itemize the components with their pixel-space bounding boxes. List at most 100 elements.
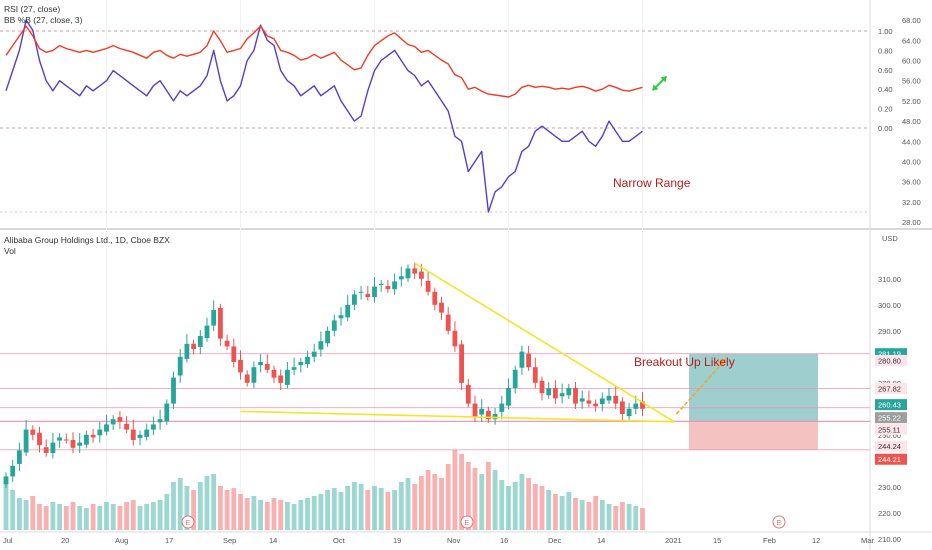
breakout-annotation[interactable]: Breakout Up Likely [634, 355, 735, 369]
volume-bar [606, 504, 612, 530]
volume-bar [305, 498, 310, 530]
rsi-axis-tick[interactable]: 52.00 [902, 97, 921, 106]
rsi-axis-tick[interactable]: 68.00 [902, 16, 921, 25]
volume-bar [57, 504, 63, 530]
price-badge[interactable] [875, 348, 907, 360]
price-badge[interactable] [875, 453, 907, 465]
candle-body [204, 325, 210, 339]
candle-body [566, 388, 572, 396]
volume-bar [586, 502, 592, 530]
rsi-axis-tick[interactable]: 28.00 [902, 218, 921, 227]
bb-legend-label[interactable]: BB %B (27, close, 3) [4, 15, 83, 25]
volume-bar [405, 478, 411, 530]
price-axis-tick[interactable]: 230.00 [878, 483, 901, 492]
candle-body [526, 353, 532, 368]
breakout-projection[interactable] [675, 358, 727, 415]
time-axis-label[interactable]: Dec [548, 536, 562, 545]
price-badge[interactable] [875, 399, 907, 411]
time-axis-label[interactable]: Nov [447, 536, 461, 545]
price-axis-tick[interactable]: 210.00 [878, 535, 901, 544]
rsi-axis-tick[interactable]: 48.00 [902, 117, 921, 126]
volume-bar [485, 462, 491, 530]
horizontal-levels[interactable] [0, 353, 870, 451]
volume-bar [124, 502, 130, 530]
time-axis-label[interactable]: 20 [61, 536, 69, 545]
risk-reward-zones[interactable] [689, 353, 818, 450]
currency-label[interactable]: USD [882, 234, 898, 243]
bb-axis-tick[interactable]: 0.80 [878, 46, 893, 55]
price-badge[interactable] [875, 382, 907, 394]
candle-body [372, 286, 377, 297]
rsi-axis-tick[interactable]: 56.00 [902, 77, 921, 86]
time-axis-label[interactable]: 16 [500, 536, 508, 545]
stop-zone[interactable] [689, 421, 818, 450]
time-axis-label[interactable]: 14 [269, 536, 277, 545]
candle-body [211, 310, 217, 326]
price-axis-tick[interactable]: 250.00 [878, 431, 901, 440]
rsi-axis-tick[interactable]: 60.00 [902, 57, 921, 66]
time-axis-label[interactable]: Mar [861, 536, 874, 545]
earnings-marker[interactable] [772, 515, 786, 529]
time-axis-label[interactable]: 19 [393, 536, 401, 545]
volume-legend-label[interactable]: Vol [4, 246, 16, 256]
rsi-axis-tick[interactable]: 44.00 [902, 137, 921, 146]
bb-axis-tick[interactable]: 0.60 [878, 66, 893, 75]
target-zone[interactable] [689, 353, 818, 422]
price-badge[interactable] [875, 423, 907, 435]
price-axis-tick[interactable]: 300.00 [878, 301, 901, 310]
time-axis-label[interactable]: Aug [115, 536, 128, 545]
candle-body [465, 384, 471, 404]
bb-axis-tick[interactable]: 1.00 [878, 27, 893, 36]
symbol-title[interactable]: Alibaba Group Holdings Ltd., 1D, Cboe BZ… [4, 235, 170, 245]
time-axis-label[interactable]: 12 [812, 536, 820, 545]
price-axis-tick[interactable]: 220.00 [878, 509, 901, 518]
bb-axis-tick[interactable]: 0.20 [878, 105, 893, 114]
resistance-trendline[interactable] [414, 262, 675, 423]
candle-body [291, 367, 297, 370]
candle-body [499, 403, 505, 412]
narrow-range-annotation[interactable]: Narrow Range [613, 176, 691, 190]
time-axis-label[interactable]: 2021 [665, 536, 682, 545]
candle-body [599, 398, 605, 405]
rsi-axis-tick[interactable]: 32.00 [902, 198, 921, 207]
rsi-legend-label[interactable]: RSI (27, close) [4, 4, 61, 14]
candle-body [519, 351, 525, 368]
bb-axis-tick[interactable]: 0.00 [878, 124, 893, 133]
time-axis[interactable]: Jul 20 Aug 17 Sep 14 Oct 19 Nov 16 Dec 14 2021 15 Feb 1… [3, 536, 874, 545]
time-axis-label[interactable]: Feb [763, 536, 776, 545]
candle-body [10, 466, 16, 477]
time-axis-label[interactable]: Jul [3, 536, 13, 545]
time-axis-label[interactable]: Sep [223, 536, 236, 545]
time-axis-label[interactable]: 15 [713, 536, 721, 545]
rsi-axis-tick[interactable]: 36.00 [902, 178, 921, 187]
price-badge[interactable] [875, 412, 907, 424]
candle-body [224, 340, 230, 347]
volume-bar [358, 484, 364, 530]
earnings-marker[interactable] [181, 515, 195, 529]
price-axes[interactable]: 68.00 64.00 60.00 56.00 52.00 48.00 44.00 40.00… [875, 16, 921, 544]
candle-body [358, 291, 364, 293]
price-badge[interactable] [875, 440, 907, 452]
candle-body [338, 315, 344, 319]
earnings-marker-label: E [464, 518, 469, 527]
price-axis-tick[interactable]: 290.00 [878, 327, 901, 336]
time-axis-label[interactable]: 17 [165, 536, 173, 545]
volume-bar [150, 502, 156, 530]
volume-bar [599, 500, 605, 530]
price-badge[interactable] [875, 354, 907, 366]
price-axis-tick[interactable]: 310.00 [878, 275, 901, 284]
time-axis-label[interactable]: 14 [597, 536, 605, 545]
earnings-marker-label: E [776, 518, 781, 527]
bb-axis-tick[interactable]: 0.40 [878, 85, 893, 94]
support-trendline[interactable] [240, 410, 675, 423]
candle-body [171, 377, 176, 404]
earnings-marker[interactable] [460, 515, 474, 529]
candle-body [137, 434, 143, 438]
candle-body [512, 369, 518, 388]
rsi-axis-tick[interactable]: 40.00 [902, 158, 921, 167]
rsi-axis-tick[interactable]: 64.00 [902, 36, 921, 45]
time-axis-label[interactable]: Oct [333, 536, 346, 545]
volume-bar [378, 488, 384, 530]
